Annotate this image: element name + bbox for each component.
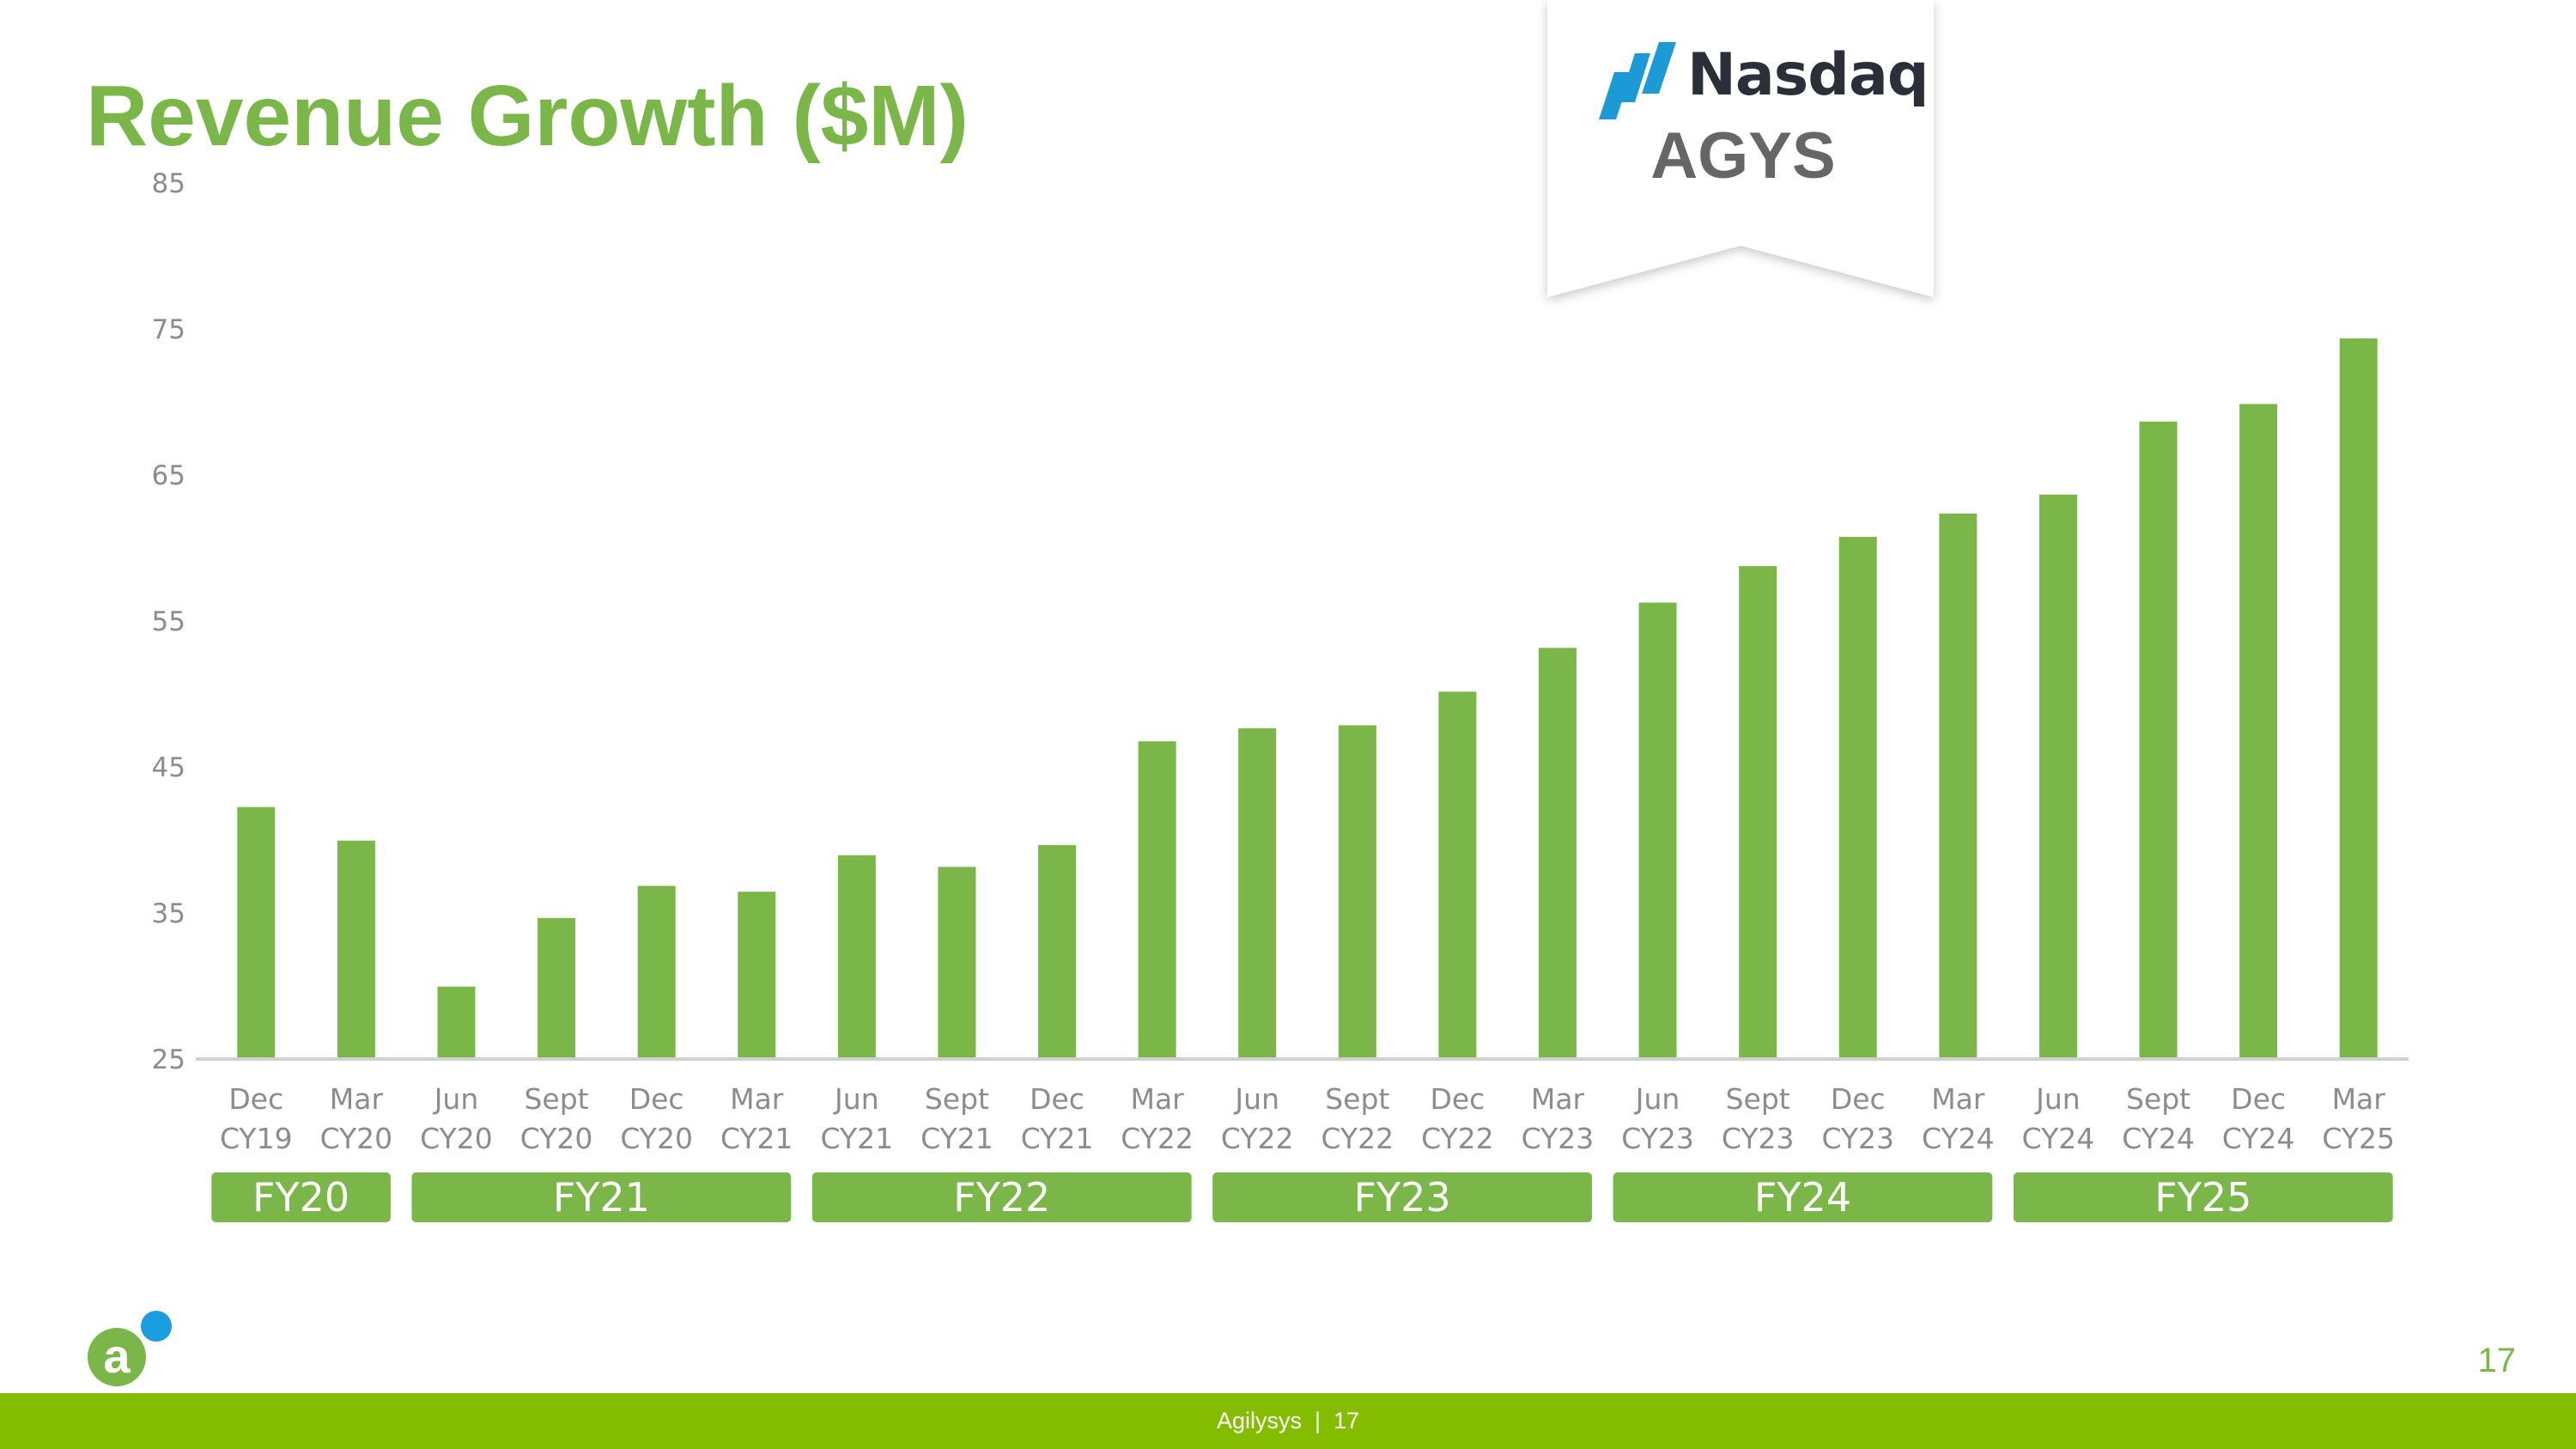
badge-exchange: Nasdaq xyxy=(1687,41,1929,109)
y-tick-label: 25 xyxy=(152,1044,185,1075)
x-tick-label-period: Dec xyxy=(629,1082,684,1116)
footer-text: Agilysys | 17 xyxy=(1216,1408,1360,1434)
fiscal-year-box-fy21 xyxy=(411,1172,792,1222)
y-tick-label: 55 xyxy=(152,606,185,637)
x-tick-label-period: Dec xyxy=(1831,1082,1886,1116)
y-tick-label: 65 xyxy=(152,460,185,491)
fiscal-year-box-fy20 xyxy=(211,1172,391,1222)
x-tick-label-period: Jun xyxy=(1634,1082,1680,1116)
y-tick-label: 75 xyxy=(152,314,185,345)
x-tick-label-period: Sept xyxy=(2126,1082,2190,1116)
x-tick-label-year: CY19 xyxy=(220,1122,293,1155)
x-tick-label-period: Mar xyxy=(2332,1082,2386,1116)
x-tick-label-period: Dec xyxy=(2231,1082,2286,1116)
x-tick-label-period: Dec xyxy=(1030,1082,1084,1116)
fiscal-year-label: FY24 xyxy=(1754,1174,1851,1221)
x-tick-label-period: Sept xyxy=(1325,1082,1389,1116)
ticker-badge xyxy=(1547,0,1934,297)
bar-jun-cy22 xyxy=(1238,728,1277,1058)
x-tick-label-period: Dec xyxy=(228,1082,283,1116)
revenue-bar-chart: 25 35 45 55 65 75 85 Dec CY19 Mar CY20 Jun CY20 Sept C… xyxy=(152,168,2409,1222)
x-tick-label-period: Jun xyxy=(1233,1082,1279,1116)
x-tick-label-year: CY22 xyxy=(1221,1122,1294,1155)
x-tick-label-year: CY24 xyxy=(2022,1122,2095,1155)
x-tick-label-year: CY23 xyxy=(1621,1122,1694,1155)
bar-sept-cy22 xyxy=(1338,725,1376,1058)
bar-sept-cy23 xyxy=(1739,566,1777,1058)
x-tick-label-period: Dec xyxy=(1430,1082,1485,1116)
x-tick-label-period: Jun xyxy=(833,1082,879,1116)
bar-dec-cy19 xyxy=(237,807,276,1058)
fiscal-year-label: FY21 xyxy=(553,1174,650,1221)
fiscal-year-box-fy24 xyxy=(1613,1172,1993,1222)
x-tick-label-period: Sept xyxy=(1726,1082,1790,1116)
y-tick-label: 35 xyxy=(152,898,185,929)
bar-jun-cy23 xyxy=(1638,602,1677,1058)
x-tick-label-period: Jun xyxy=(2034,1082,2081,1116)
x-tick-label-period: Jun xyxy=(433,1082,479,1116)
x-tick-label-year: CY24 xyxy=(2222,1122,2295,1155)
bar-jun-cy21 xyxy=(837,855,876,1058)
bar-sept-cy20 xyxy=(538,917,576,1058)
fiscal-year-label: FY23 xyxy=(1354,1174,1451,1221)
y-tick-label: 85 xyxy=(152,168,185,199)
x-tick-label-year: CY20 xyxy=(420,1122,493,1155)
x-tick-label-year: CY20 xyxy=(620,1122,693,1155)
agilysys-logo-icon: a xyxy=(88,1311,172,1386)
logo-letter: a xyxy=(103,1329,131,1383)
x-tick-label-year: CY24 xyxy=(2122,1122,2195,1155)
x-tick-label-period: Mar xyxy=(1931,1082,1985,1116)
x-tick-label-period: Mar xyxy=(1130,1082,1184,1116)
bar-mar-cy20 xyxy=(337,840,375,1058)
fiscal-year-box-fy22 xyxy=(811,1172,1192,1222)
bar-dec-cy24 xyxy=(2239,404,2278,1058)
x-tick-label-year: CY24 xyxy=(1922,1122,1995,1155)
x-tick-label-year: CY25 xyxy=(2322,1122,2395,1155)
bar-sept-cy24 xyxy=(2139,421,2178,1058)
bar-mar-cy21 xyxy=(738,892,776,1058)
x-tick-label-year: CY20 xyxy=(520,1122,593,1155)
fiscal-year-label: FY25 xyxy=(2154,1174,2251,1221)
x-tick-label-year: CY21 xyxy=(720,1122,793,1155)
bar-dec-cy20 xyxy=(637,886,676,1058)
x-tick-label-period: Mar xyxy=(330,1082,384,1116)
page-number: 17 xyxy=(2477,1342,2517,1379)
bar-sept-cy21 xyxy=(938,867,976,1058)
nasdaq-logo-icon xyxy=(1599,42,1676,119)
y-tick-label: 45 xyxy=(152,752,185,783)
x-tick-label-year: CY23 xyxy=(1722,1122,1795,1155)
bar-jun-cy20 xyxy=(437,986,476,1058)
fiscal-year-label: FY22 xyxy=(953,1174,1050,1221)
fiscal-year-label: FY20 xyxy=(252,1174,349,1221)
slide-title: Revenue Growth ($M) xyxy=(86,68,969,164)
bar-jun-cy24 xyxy=(2038,494,2077,1058)
bar-mar-cy22 xyxy=(1138,741,1176,1058)
x-tick-label-year: CY22 xyxy=(1421,1122,1494,1155)
footer-bar: Agilysys | 17 xyxy=(0,1393,2576,1449)
x-tick-label-year: CY21 xyxy=(920,1122,993,1155)
bar-dec-cy23 xyxy=(1838,537,1877,1058)
bar-dec-cy22 xyxy=(1438,691,1477,1058)
x-tick-label-period: Mar xyxy=(1531,1082,1585,1116)
fiscal-year-box-fy23 xyxy=(1212,1172,1592,1222)
x-tick-label-year: CY21 xyxy=(821,1122,894,1155)
x-tick-label-period: Sept xyxy=(524,1082,588,1116)
x-tick-label-year: CY23 xyxy=(1821,1122,1894,1155)
badge-ticker: AGYS xyxy=(1650,119,1836,192)
fiscal-year-box-fy25 xyxy=(2013,1172,2393,1222)
bar-mar-cy23 xyxy=(1538,648,1577,1058)
x-tick-label-period: Sept xyxy=(925,1082,989,1116)
x-tick-label-year: CY21 xyxy=(1021,1122,1094,1155)
x-tick-label-period: Mar xyxy=(730,1082,784,1116)
x-tick-label-year: CY23 xyxy=(1522,1122,1595,1155)
bar-dec-cy21 xyxy=(1038,844,1077,1058)
bar-mar-cy24 xyxy=(1939,513,1978,1058)
x-tick-label-year: CY20 xyxy=(320,1122,393,1155)
x-tick-label-year: CY22 xyxy=(1321,1122,1394,1155)
bar-mar-cy25 xyxy=(2339,338,2378,1058)
x-tick-label-year: CY22 xyxy=(1121,1122,1194,1155)
